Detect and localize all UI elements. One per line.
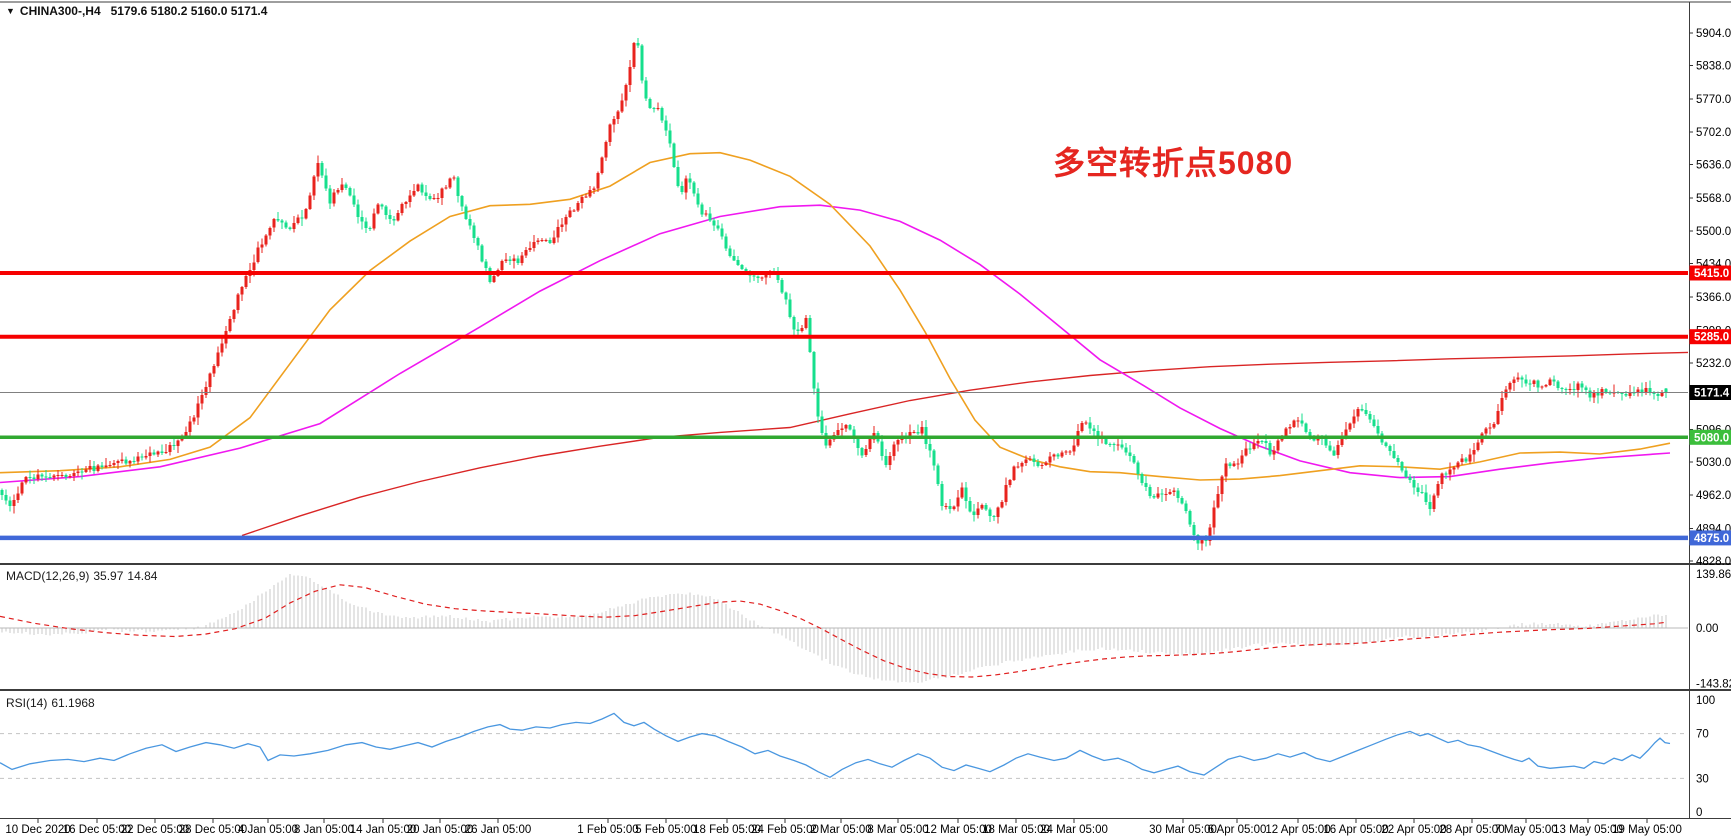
rsi-name: RSI(14) (6, 696, 48, 710)
panel-frames (0, 1, 1731, 819)
price-tick-label: 5770.0 (1696, 94, 1731, 106)
price-axis[interactable]: 5904.0 5838.0 5770.0 5702.0 5636.0 5568.0 5500… (1689, 28, 1731, 819)
date-tick-label: 19 May 05:00 (1612, 824, 1682, 836)
date-tick-label: 12 Mar 05:00 (924, 824, 992, 836)
rsi-indicator-label: RSI(14) 61.1968 (6, 696, 99, 710)
price-tick-label: 4828.0 (1696, 556, 1731, 568)
horizontal-levels-layer (0, 271, 1688, 541)
macd-signal-value: 14.84 (127, 569, 158, 583)
macd-indicator-label: MACD(12,26,9) 35.97 14.84 (6, 569, 161, 583)
macd-name: MACD(12,26,9) (6, 569, 90, 583)
date-tick-label: 2 Mar 05:00 (810, 824, 871, 836)
ma-mid-magenta-line (0, 204, 1671, 484)
macd-main-value: 35.97 (93, 569, 124, 583)
rsi-tick-label: 0 (1696, 807, 1702, 819)
price-tick-label: 5030.0 (1696, 457, 1731, 469)
price-badge-5415.0-text: 5415.0 (1694, 268, 1729, 280)
date-tick-label: 28 Apr 05:00 (1439, 824, 1504, 836)
macd-tick-label: 139.86 (1696, 569, 1731, 581)
date-tick-label: 16 Apr 05:00 (1323, 824, 1388, 836)
date-tick-label: 30 Mar 05:00 (1149, 824, 1217, 836)
date-tick-label: 26 Jan 05:00 (465, 824, 532, 836)
date-tick-label: 24 Feb 05:00 (751, 824, 819, 836)
date-tick-label: 24 Mar 05:00 (1040, 824, 1108, 836)
current-price-badge-text: 5171.4 (1694, 388, 1730, 400)
price-tick-label: 4962.0 (1696, 490, 1731, 502)
price-badge-5080.0[interactable] (1689, 429, 1731, 445)
date-tick-label: 7 May 05:00 (1494, 824, 1557, 836)
symbol-ohlc-header: ▼ CHINA300-,H4 5179.6 5180.2 5160.0 5171.4 (6, 4, 267, 18)
chart-text-annotation[interactable]: 多空转折点5080 (1053, 145, 1294, 181)
date-tick-label: 8 Jan 05:00 (294, 824, 354, 836)
price-tick-label: 5904.0 (1696, 28, 1731, 40)
price-badge-5415.0[interactable] (1689, 265, 1731, 281)
moving-averages-layer (0, 151, 1689, 537)
symbol-title: CHINA300-,H4 (19, 4, 101, 18)
date-tick-label: 5 Feb 05:00 (635, 824, 696, 836)
macd-signal-line (0, 584, 1667, 678)
rsi-panel (0, 712, 1688, 779)
price-tick-label: 5702.0 (1696, 127, 1731, 139)
price-badge-5285.0-text: 5285.0 (1694, 332, 1729, 344)
chart-plot-area[interactable] (0, 0, 1688, 818)
date-tick-label: 22 Apr 05:00 (1381, 824, 1446, 836)
date-tick-label: 13 May 05:00 (1553, 824, 1623, 836)
date-tick-label: 8 Mar 05:00 (867, 824, 928, 836)
price-tick-label: 5232.0 (1696, 358, 1731, 370)
price-tick-label: 5366.0 (1696, 292, 1731, 304)
current-price-badge[interactable] (1689, 385, 1731, 400)
symbol-dropdown-icon[interactable]: ▼ (6, 6, 15, 16)
date-tick-label: 18 Feb 05:00 (693, 824, 761, 836)
rsi-line (0, 712, 1671, 779)
date-tick-label: 14 Jan 05:00 (350, 824, 417, 836)
candles-layer (0, 38, 1668, 551)
ma-fast-orange-line (0, 151, 1671, 481)
date-tick-label: 6 Apr 05:00 (1208, 824, 1267, 836)
price-tick-label: 5838.0 (1696, 60, 1731, 72)
macd-tick-label: -143.82 (1696, 679, 1731, 691)
price-tick-label: 5500.0 (1696, 226, 1731, 238)
price-tick-label: 5568.0 (1696, 193, 1731, 205)
date-tick-label: 16 Dec 05:00 (63, 824, 131, 836)
rsi-tick-label: 70 (1696, 729, 1709, 741)
date-tick-label: 1 Feb 05:00 (577, 824, 638, 836)
date-tick-label: 12 Apr 05:00 (1265, 824, 1330, 836)
date-tick-label: 22 Dec 05:00 (121, 824, 189, 836)
ohlc-readout: 5179.6 5180.2 5160.0 5171.4 (110, 4, 268, 18)
date-tick-label: 18 Mar 05:00 (982, 824, 1050, 836)
price-badge-5080.0-text: 5080.0 (1694, 432, 1729, 444)
rsi-tick-label: 30 (1696, 773, 1709, 785)
rsi-tick-label: 100 (1696, 695, 1715, 707)
price-tick-label: 5636.0 (1696, 160, 1731, 172)
rsi-value: 61.1968 (51, 696, 95, 710)
date-tick-label: 10 Dec 2020 (5, 824, 70, 836)
price-badge-4875.0[interactable] (1689, 530, 1731, 546)
date-tick-label: 20 Jan 05:00 (407, 824, 474, 836)
date-tick-label: 28 Dec 05:00 (179, 824, 247, 836)
macd-panel (0, 574, 1688, 684)
macd-tick-label: 0.00 (1696, 623, 1718, 635)
price-badge-4875.0-text: 4875.0 (1694, 533, 1729, 545)
ma-slow-red-line (241, 351, 1689, 537)
price-badge-5285.0[interactable] (1689, 329, 1731, 345)
date-tick-label: 4 Jan 05:00 (238, 824, 298, 836)
